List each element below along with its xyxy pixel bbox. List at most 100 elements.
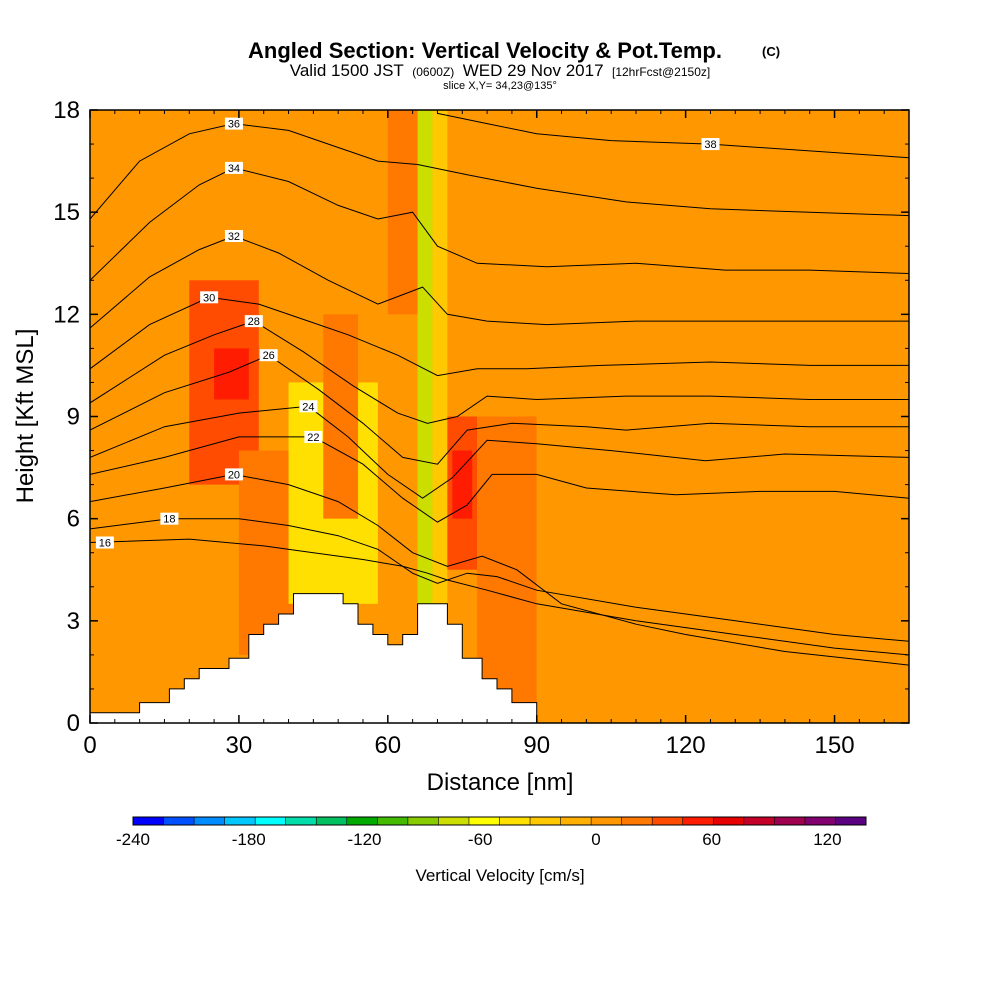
y-tick-label: 12: [53, 301, 80, 328]
colorbar-swatch: [652, 817, 684, 825]
isentrope-line: [90, 320, 909, 424]
y-tick-label: 9: [67, 404, 80, 431]
velocity-cell: [323, 314, 359, 519]
colorbar-swatch: [133, 817, 164, 825]
isentrope-label-bg: [299, 400, 318, 413]
colorbar-swatch: [621, 817, 653, 825]
y-tick-label: 15: [53, 199, 80, 226]
subtitle-date: WED 29 Nov 2017: [463, 61, 604, 80]
y-tick-label: 3: [67, 608, 80, 635]
velocity-fill-layer: [90, 110, 909, 723]
colorbar-swatch: [255, 817, 287, 825]
isentrope-label-bg: [160, 512, 179, 525]
colorbar-swatch: [438, 817, 470, 825]
isentrope-line: [90, 518, 909, 642]
subtitle-forecast: [12hrFcst@2150z]: [612, 65, 710, 79]
isentrope-line: [90, 538, 909, 656]
x-tick-label: 0: [83, 732, 96, 759]
isentrope-label: 26: [263, 350, 275, 362]
isentrope-line: [437, 112, 909, 159]
isentrope-line: [90, 235, 909, 329]
colorbar: -240 -180 -120 -60 0 60 120: [116, 816, 867, 849]
x-tick-label: 30: [226, 732, 253, 759]
chart-subtitle: Valid 1500 JST (0600Z) WED 29 Nov 2017 […: [290, 61, 710, 80]
title-block: Angled Section: Vertical Velocity & Pot.…: [248, 38, 780, 92]
isentrope-label-bg: [95, 536, 114, 549]
isentrope-label-bg: [259, 349, 278, 362]
colorbar-swatch: [530, 817, 561, 825]
isentrope-label-bg: [701, 138, 720, 151]
isentrope-line: [90, 473, 909, 666]
isentrope-label-bg: [304, 430, 323, 443]
isentrope-label: 18: [163, 514, 175, 526]
y-tick-label: 6: [67, 506, 80, 533]
isentrope-label-bg: [224, 468, 243, 481]
isentrope-label: 24: [302, 401, 314, 413]
colorbar-tick-label: -240: [116, 830, 150, 849]
colorbar-swatch: [804, 817, 836, 825]
colorbar-swatch: [713, 817, 745, 825]
velocity-cell: [432, 110, 448, 621]
chart-title: Angled Section: Vertical Velocity & Pot.…: [248, 38, 722, 63]
velocity-cell: [735, 416, 909, 723]
colorbar-swatch: [407, 817, 439, 825]
isentrope-label-layer: 16 18 20 22 24 26 28 30 32 34 36 38: [95, 117, 720, 550]
velocity-cell: [477, 416, 537, 723]
colorbar-tick-label: -180: [232, 830, 266, 849]
colorbar-swatch: [194, 817, 225, 825]
colorbar-swatch: [591, 817, 622, 825]
colorbar-swatch: [499, 817, 531, 825]
colorbar-swatch: [468, 817, 500, 825]
colorbar-swatch: [743, 817, 775, 825]
colorbar-swatch: [774, 817, 806, 825]
colorbar-tick-label: 60: [702, 830, 721, 849]
isentrope-label: 36: [228, 119, 240, 131]
velocity-cell: [214, 348, 249, 400]
slice-text: slice X,Y= 34,23@135°: [443, 80, 557, 92]
isentrope-line: [90, 123, 909, 220]
x-tick-label: 90: [523, 732, 550, 759]
colorbar-swatch: [316, 817, 348, 825]
colorbar-swatch: [224, 817, 256, 825]
isentrope-line: [90, 436, 909, 523]
colorbar-swatch: [560, 817, 592, 825]
isentrope-label: 20: [228, 469, 240, 481]
colorbar-swatch: [163, 817, 195, 825]
colorbar-label: Vertical Velocity [cm/s]: [415, 866, 584, 885]
chart-title-unit: (C): [762, 44, 780, 59]
isentrope-line: [90, 405, 909, 499]
isentrope-label: 22: [307, 432, 319, 444]
isentrope-label: 32: [228, 231, 240, 243]
velocity-cell: [452, 450, 473, 519]
isentrope-label-bg: [224, 117, 243, 130]
subtitle-valid: Valid 1500 JST: [290, 61, 404, 80]
colorbar-tick-label: -60: [468, 830, 493, 849]
colorbar-swatch: [285, 817, 317, 825]
colorbar-swatch: [346, 817, 378, 825]
x-tick-label: 60: [374, 732, 401, 759]
colorbar-tick-label: 0: [591, 830, 600, 849]
x-tick-label: 150: [815, 732, 855, 759]
y-tick-label: 0: [67, 710, 80, 737]
x-axis-label: Distance [nm]: [427, 769, 574, 796]
isentrope-label-bg: [224, 161, 243, 174]
terrain-shape: [90, 593, 538, 723]
x-tick-label: 120: [666, 732, 706, 759]
terrain-layer: [90, 593, 538, 723]
isentrope-label: 38: [704, 139, 716, 151]
y-axis-label: Height [Kft MSL]: [12, 329, 39, 504]
isentrope-label: 16: [99, 538, 111, 550]
isentrope-line: [90, 354, 909, 465]
colorbar-swatch: [835, 817, 867, 825]
isentrope-label-bg: [224, 230, 243, 243]
colorbar-tick-label: 120: [813, 830, 841, 849]
isentrope-layer: [90, 112, 909, 666]
plot-area: 16 18 20 22 24 26 28 30 32 34 36 38: [89, 109, 910, 724]
isentrope-label: 34: [228, 163, 240, 175]
colorbar-tick-label: -120: [347, 830, 381, 849]
isentrope-label: 30: [203, 292, 215, 304]
isentrope-line: [90, 167, 909, 281]
subtitle-utc: (0600Z): [412, 65, 454, 79]
